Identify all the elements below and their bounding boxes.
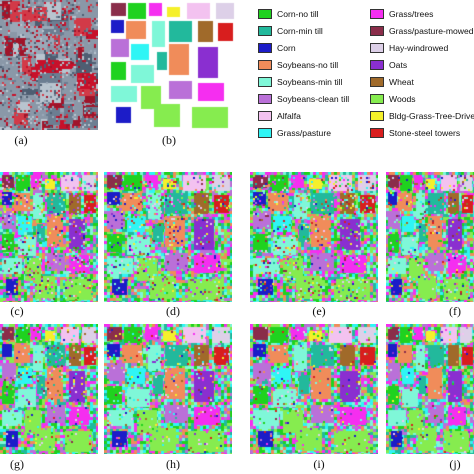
panel-label-d: (d) bbox=[166, 304, 180, 318]
legend-swatch bbox=[370, 93, 384, 104]
legend-item: Soybeans-no till bbox=[258, 59, 338, 70]
class-legend: Corn-no till Corn-min till Corn Soybeans-no… bbox=[258, 8, 474, 148]
panel-h-classification-map bbox=[104, 324, 232, 454]
legend-swatch bbox=[258, 59, 272, 70]
legend-label: Soybeans-no till bbox=[277, 59, 339, 70]
legend-swatch bbox=[370, 127, 384, 138]
legend-item: Hay-windrowed bbox=[370, 42, 448, 53]
panel-label-j: (j) bbox=[449, 457, 461, 471]
legend-item: Grass/trees bbox=[370, 8, 433, 19]
legend-label: Stone-steel towers bbox=[389, 127, 461, 138]
legend-label: Corn-no till bbox=[277, 8, 319, 19]
panel-g-classification-map bbox=[0, 324, 98, 454]
panel-label-e: (e) bbox=[312, 304, 326, 318]
legend-swatch bbox=[370, 8, 384, 19]
legend-swatch bbox=[258, 25, 272, 36]
panel-b-ground-truth-map bbox=[108, 0, 236, 130]
panel-d-classification-map bbox=[104, 172, 232, 302]
legend-item: Corn-no till bbox=[258, 8, 319, 19]
legend-swatch bbox=[258, 8, 272, 19]
legend-label: Bldg-Grass-Tree-Drives bbox=[389, 110, 474, 121]
legend-swatch bbox=[370, 76, 384, 87]
panel-e-classification-map bbox=[250, 172, 378, 302]
legend-label: Alfalfa bbox=[277, 110, 301, 121]
legend-item: Wheat bbox=[370, 76, 414, 87]
panel-label-f: (f) bbox=[449, 304, 461, 318]
panel-j-classification-map bbox=[386, 324, 474, 454]
legend-label: Wheat bbox=[389, 76, 414, 87]
panel-a-false-color-image bbox=[0, 0, 98, 130]
legend-label: Hay-windrowed bbox=[389, 42, 449, 53]
legend-swatch bbox=[258, 93, 272, 104]
legend-label: Oats bbox=[389, 59, 408, 70]
panel-f-classification-map bbox=[386, 172, 474, 302]
legend-item: Grass/pasture bbox=[258, 127, 331, 138]
legend-label: Corn-min till bbox=[277, 25, 323, 36]
legend-item: Soybeans-clean till bbox=[258, 93, 349, 104]
panel-label-c: (c) bbox=[10, 304, 24, 318]
legend-swatch bbox=[258, 76, 272, 87]
legend-swatch bbox=[370, 110, 384, 121]
legend-label: Grass/trees bbox=[389, 8, 434, 19]
panel-c-classification-map bbox=[0, 172, 98, 302]
legend-label: Soybeans-min till bbox=[277, 76, 343, 87]
legend-item: Soybeans-min till bbox=[258, 76, 342, 87]
legend-item: Corn-min till bbox=[258, 25, 323, 36]
legend-swatch bbox=[258, 127, 272, 138]
legend-item: Oats bbox=[370, 59, 407, 70]
legend-swatch bbox=[370, 25, 384, 36]
legend-item: Bldg-Grass-Tree-Drives bbox=[370, 110, 474, 121]
legend-item: Woods bbox=[370, 93, 416, 104]
panel-label-b: (b) bbox=[162, 133, 176, 147]
legend-item: Corn bbox=[258, 42, 296, 53]
legend-swatch bbox=[370, 59, 384, 70]
panel-i-classification-map bbox=[250, 324, 378, 454]
panel-label-a: (a) bbox=[14, 133, 28, 147]
legend-item: Grass/pasture-mowed bbox=[370, 25, 474, 36]
legend-item: Stone-steel towers bbox=[370, 127, 460, 138]
legend-swatch bbox=[258, 42, 272, 53]
legend-swatch bbox=[258, 110, 272, 121]
legend-label: Corn bbox=[277, 42, 296, 53]
legend-item: Alfalfa bbox=[258, 110, 301, 121]
panel-label-h: (h) bbox=[166, 457, 180, 471]
panel-label-g: (g) bbox=[10, 457, 24, 471]
panel-label-i: (i) bbox=[313, 457, 325, 471]
legend-label: Soybeans-clean till bbox=[277, 93, 350, 104]
legend-label: Grass/pasture bbox=[277, 127, 331, 138]
legend-swatch bbox=[370, 42, 384, 53]
legend-label: Grass/pasture-mowed bbox=[389, 25, 474, 36]
legend-label: Woods bbox=[389, 93, 416, 104]
